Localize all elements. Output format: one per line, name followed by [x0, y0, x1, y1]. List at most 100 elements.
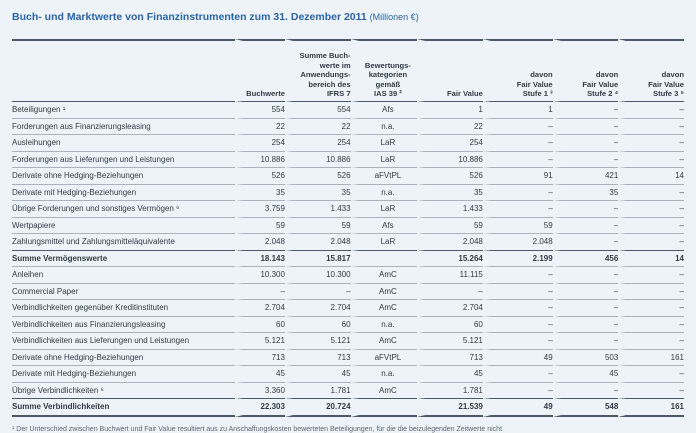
table-row: Zahlungsmittel und Zahlungsmitteläquival… [12, 233, 684, 250]
cell-buchwerte: 59 [234, 216, 285, 233]
cell-stufe-1: – [482, 183, 553, 200]
cell-kategorie: AmC [350, 299, 418, 316]
cell-fair-value: 60 [417, 315, 483, 332]
table-row: Anleihen 10.300 10.300 AmC 11.115– – – [12, 266, 684, 283]
cell-label: Verbindlichkeiten gegenüber Kreditinstit… [12, 299, 235, 316]
cell-label: Derivate mit Hedging-Beziehungen [12, 183, 235, 201]
cell-summe-ifrs7: 2.048 [284, 233, 351, 250]
cell-stufe-1: 1 [482, 101, 553, 118]
cell-buchwerte: 22 [234, 117, 285, 134]
cell-stufe-2: – [552, 150, 619, 167]
cell-fair-value: 10.886 [417, 150, 483, 167]
cell-stufe-3: – [618, 134, 684, 151]
cell-buchwerte: 526 [234, 167, 285, 184]
cell-fair-value: 22 [417, 117, 483, 134]
cell-kategorie: AmC [350, 266, 418, 283]
cell-fair-value: 526 [417, 167, 483, 184]
cell-stufe-3: – [618, 233, 684, 250]
table-row: Wertpapiere 59 59 Afs 59 59– – [12, 216, 684, 234]
cell-buchwerte: 554 [234, 101, 285, 118]
cell-summe-ifrs7: 60 [284, 315, 351, 332]
column-header-summe-ifrs7: Summe Buch- werte im Anwendungs- bereich… [284, 39, 351, 101]
cell-label: Derivate ohne Hedging-Beziehungen [12, 167, 235, 184]
cell-kategorie: LaR [350, 200, 418, 217]
cell-buchwerte: 10.886 [234, 150, 285, 167]
cell-buchwerte: 10.300 [234, 266, 285, 283]
cell-stufe-2: – [552, 117, 619, 134]
cell-label: Übrige Forderungen und sonstiges Vermöge… [12, 200, 235, 217]
cell-stufe-3: 14 [618, 167, 684, 184]
cell-stufe-1: – [482, 117, 553, 134]
cell-summe-ifrs7: 2.704 [284, 299, 351, 316]
cell-stufe-2: 503 [552, 348, 619, 365]
cell-stufe-1: 2.048 [482, 233, 553, 250]
table-row: Derivate ohne Hedging-Beziehungen 713 713 a… [12, 348, 684, 365]
cell-summe-ifrs7: 59 [284, 216, 351, 233]
cell-stufe-1: – [482, 315, 553, 332]
cell-fair-value: 35 [417, 183, 483, 200]
cell-buchwerte: 35 [234, 183, 285, 200]
cell-stufe-1: – [482, 381, 553, 398]
cell-label: Beteiligungen ¹ [12, 101, 235, 118]
cell-stufe-3: 14 [618, 249, 684, 266]
cell-fair-value: 21.539 [417, 398, 483, 417]
cell-stufe-3: – [618, 216, 684, 233]
cell-label: Forderungen aus Lieferungen und Leistung… [12, 150, 235, 168]
column-header-label [12, 39, 235, 101]
cell-stufe-3: – [618, 200, 684, 217]
cell-stufe-1: – [482, 266, 553, 283]
table-title: Buch- und Marktwerte von Finanzinstrumen… [12, 11, 419, 23]
cell-stufe-3: – [618, 315, 684, 332]
column-header-buchwerte: Buchwerte [234, 39, 285, 101]
cell-label: Summe Vermögenswerte [12, 249, 235, 267]
cell-stufe-3: – [618, 381, 684, 398]
cell-summe-ifrs7: 45 [284, 365, 351, 382]
cell-stufe-2: – [552, 200, 619, 217]
cell-fair-value: – [417, 282, 483, 299]
cell-stufe-1: – [482, 150, 553, 167]
column-header-stufe-1: davon Fair Value Stufe 1 ³ [482, 39, 553, 101]
cell-fair-value: 15.264 [417, 249, 483, 266]
cell-stufe-3: – [618, 332, 684, 349]
cell-buchwerte: 45 [234, 365, 285, 382]
cell-summe-ifrs7: 5.121 [284, 332, 351, 349]
cell-stufe-3: – [618, 117, 684, 134]
cell-label: Commercial Paper [12, 282, 235, 300]
cell-kategorie [350, 249, 418, 266]
cell-stufe-3: – [618, 282, 684, 299]
cell-stufe-3: – [618, 365, 684, 382]
cell-fair-value: 2.048 [417, 233, 483, 250]
cell-kategorie: n.a. [350, 315, 418, 332]
cell-kategorie: AmC [350, 332, 418, 349]
table-row: Derivate mit Hedging-Beziehungen 35 35 n.a.… [12, 183, 684, 201]
cell-summe-ifrs7: – [284, 282, 351, 299]
cell-kategorie: Afs [350, 101, 418, 118]
cell-buchwerte: 2.048 [234, 233, 285, 250]
cell-stufe-2: – [552, 299, 619, 316]
cell-label: Derivate mit Hedging-Beziehungen [12, 365, 235, 382]
cell-buchwerte: 5.121 [234, 332, 285, 349]
cell-summe-ifrs7: 35 [284, 183, 351, 200]
cell-label: Wertpapiere [12, 216, 235, 234]
cell-fair-value: 713 [417, 348, 483, 365]
cell-kategorie [350, 398, 418, 417]
cell-stufe-2: – [552, 266, 619, 283]
cell-fair-value: 45 [417, 365, 483, 382]
cell-stufe-1: 49 [482, 398, 553, 417]
cell-stufe-2: – [552, 233, 619, 250]
cell-label: Summe Verbindlichkeiten [12, 398, 235, 417]
total-row: Summe Verbindlichkeiten 22.303 20.724 21.53… [12, 398, 684, 417]
cell-stufe-2: 456 [552, 249, 619, 266]
table-row: Ausleihungen 254 254 LaR 254– – – [12, 134, 684, 151]
table-row: Beteiligungen ¹ 554 554 Afs 1 1– – [12, 101, 684, 118]
cell-kategorie: aFVtPL [350, 167, 418, 184]
cell-stufe-1: – [482, 134, 553, 151]
footnote: ¹ Der Unterschied zwischen Buchwert und … [12, 426, 503, 433]
cell-summe-ifrs7: 15.817 [284, 249, 351, 266]
cell-fair-value: 1 [417, 101, 483, 118]
table-row: Forderungen aus Finanzierungsleasing 22 22… [12, 117, 684, 134]
cell-stufe-1: – [482, 365, 553, 382]
cell-fair-value: 254 [417, 134, 483, 151]
cell-fair-value: 5.121 [417, 332, 483, 349]
table-row: Commercial Paper – – AmC – – – – [12, 282, 684, 300]
